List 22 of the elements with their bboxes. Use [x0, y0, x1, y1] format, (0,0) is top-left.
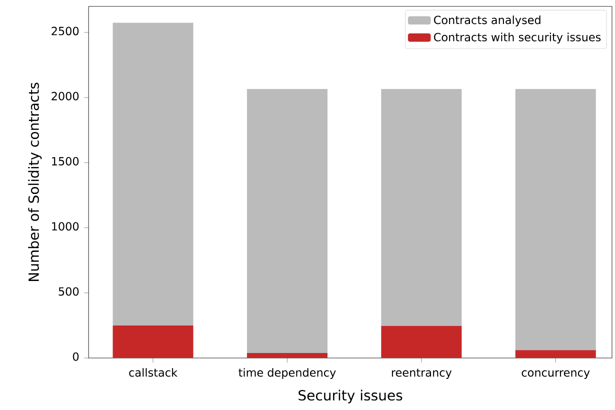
- bar: [112, 22, 194, 326]
- x-tick-label: callstack: [129, 368, 178, 377]
- bar: [112, 325, 194, 358]
- y-tick-label: 1000: [52, 222, 79, 231]
- y-tick-label: 1500: [52, 157, 79, 166]
- y-tick-label: 0: [72, 352, 79, 361]
- y-axis-title: Number of Solidity contracts: [28, 82, 42, 281]
- x-axis-title: Security issues: [298, 390, 402, 404]
- legend-label: Contracts with security issues: [434, 32, 601, 44]
- y-tick-label: 2500: [52, 26, 79, 36]
- y-tick-label: 500: [58, 287, 79, 296]
- bar: [246, 88, 328, 354]
- y-tick-label: 2000: [52, 92, 79, 100]
- bar: [246, 353, 328, 358]
- x-tick-label: concurrency: [522, 370, 590, 379]
- x-tick-label: time dependency: [238, 368, 336, 379]
- legend-label: Contracts analysed: [434, 16, 540, 26]
- bar: [515, 88, 596, 350]
- bar: [515, 350, 596, 358]
- bar: [381, 88, 462, 326]
- x-tick-label: reentrancy: [392, 368, 452, 379]
- bar: [381, 326, 462, 358]
